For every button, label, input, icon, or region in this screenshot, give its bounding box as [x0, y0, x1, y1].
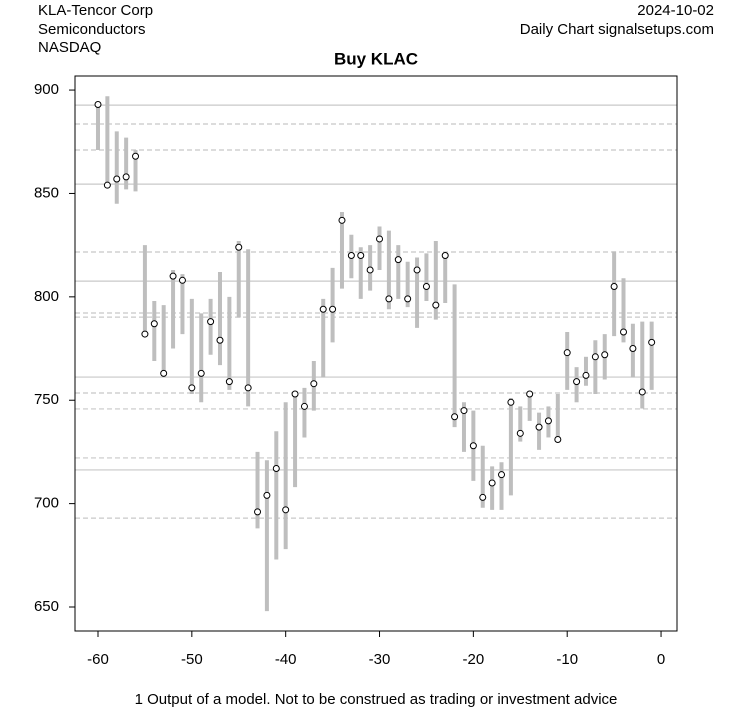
close-point [601, 351, 609, 359]
close-point [394, 256, 402, 264]
close-point [282, 506, 290, 514]
close-point [460, 407, 468, 415]
close-point [563, 349, 571, 357]
close-point [507, 398, 515, 406]
x-tick-label: -40 [275, 651, 297, 668]
close-point [451, 413, 459, 421]
close-point [207, 318, 215, 326]
close-point [113, 175, 121, 183]
close-point [291, 390, 299, 398]
close-point [103, 181, 111, 189]
close-point [422, 283, 430, 291]
close-point [169, 272, 177, 280]
close-point [591, 353, 599, 361]
x-tick-label: -60 [87, 651, 109, 668]
close-point [150, 320, 158, 328]
close-point [404, 295, 412, 303]
company: KLA-Tencor Corp [38, 2, 153, 19]
close-point [254, 508, 262, 516]
close-point [141, 330, 149, 338]
close-point [544, 417, 552, 425]
x-tick-label: -10 [556, 651, 578, 668]
close-point [300, 402, 308, 410]
y-tick-label: 850 [34, 184, 59, 201]
y-tick-label: 800 [34, 288, 59, 305]
x-tick-label: -50 [181, 651, 203, 668]
close-point [178, 276, 186, 284]
close-point [385, 295, 393, 303]
close-point [160, 369, 168, 377]
sector: Semiconductors [38, 21, 146, 38]
close-point [488, 479, 496, 487]
close-point [235, 243, 243, 251]
close-point [629, 345, 637, 353]
close-point [573, 378, 581, 386]
close-point [469, 442, 477, 450]
x-tick-label: -30 [369, 651, 391, 668]
close-point [366, 266, 374, 274]
y-tick-label: 750 [34, 391, 59, 408]
x-tick-label: -20 [463, 651, 485, 668]
plot-frame [74, 75, 678, 632]
footnote: 1 Output of a model. Not to be construed… [135, 691, 618, 708]
x-tick-label: 0 [657, 651, 665, 668]
close-point [610, 283, 618, 291]
close-point [413, 266, 421, 274]
close-point [441, 251, 449, 259]
close-point [319, 305, 327, 313]
close-point [357, 251, 365, 259]
close-point [582, 371, 590, 379]
close-point [244, 384, 252, 392]
close-point [94, 101, 102, 109]
close-point [648, 338, 656, 346]
y-tick-label: 900 [34, 81, 59, 98]
close-point [554, 436, 562, 444]
date: 2024-10-02 [637, 2, 714, 19]
close-point [272, 464, 280, 472]
close-point [479, 493, 487, 501]
close-point [638, 388, 646, 396]
y-tick-label: 650 [34, 598, 59, 615]
close-point [122, 173, 130, 181]
close-point [376, 235, 384, 243]
y-tick-label: 700 [34, 495, 59, 512]
close-point [197, 369, 205, 377]
close-point [338, 216, 346, 224]
chart-title: Buy KLAC [334, 49, 418, 68]
close-point [432, 301, 440, 309]
close-point [225, 378, 233, 386]
close-point [620, 328, 628, 336]
source: Daily Chart signalsetups.com [520, 21, 714, 38]
close-point [526, 390, 534, 398]
close-point [263, 491, 271, 499]
close-point [132, 152, 140, 160]
close-point [516, 429, 524, 437]
close-point [498, 471, 506, 479]
close-point [329, 305, 337, 313]
exchange: NASDAQ [38, 39, 101, 56]
close-point [188, 384, 196, 392]
close-point [347, 251, 355, 259]
close-point [310, 380, 318, 388]
close-point [216, 336, 224, 344]
close-point [535, 423, 543, 431]
